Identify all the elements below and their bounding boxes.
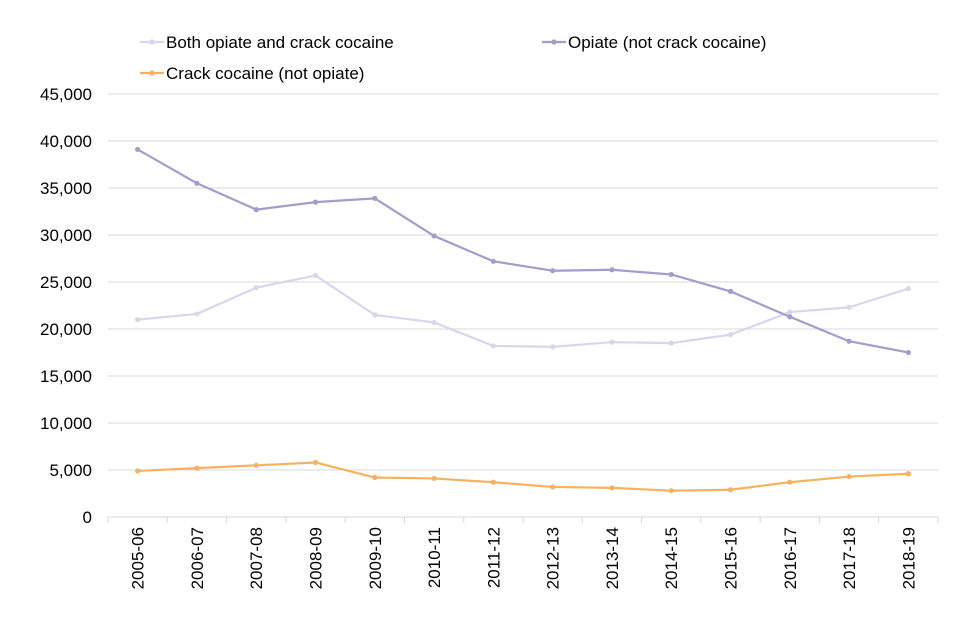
data-point <box>372 312 378 318</box>
series-line <box>137 461 909 492</box>
series-line <box>137 148 909 354</box>
legend-marker <box>149 39 155 45</box>
data-point <box>135 317 141 323</box>
data-point <box>727 288 734 294</box>
y-tick-label: 5,000 <box>49 461 92 480</box>
x-tick-label: 2018-19 <box>899 527 918 589</box>
x-tick-label: 2014-15 <box>662 527 681 589</box>
x-tick-label: 2017-18 <box>840 527 859 589</box>
data-point <box>253 207 259 213</box>
data-point <box>905 471 911 477</box>
legend: Both opiate and crack cocaine Opiate (not… <box>140 33 766 83</box>
x-tick-label: 2006-07 <box>188 527 207 589</box>
y-tick-label: 25,000 <box>40 273 92 292</box>
data-point <box>194 311 200 317</box>
legend-marker <box>551 39 557 45</box>
data-point <box>312 272 319 279</box>
data-point <box>372 195 378 201</box>
data-point <box>253 462 259 468</box>
axes: 0 5,000 10,000 15,000 20,000 25,000 30,000 35,0… <box>40 85 939 589</box>
series-lines <box>135 146 911 494</box>
legend-label: Opiate (not crack cocaine) <box>568 33 766 52</box>
data-point <box>668 271 674 278</box>
data-point <box>609 267 615 273</box>
x-tick-label: 2011-12 <box>484 527 503 588</box>
data-point <box>787 309 793 315</box>
x-tick-label: 2016-17 <box>781 527 800 589</box>
x-tick-label: 2005-06 <box>129 527 148 589</box>
series-line <box>137 274 909 348</box>
data-point <box>846 304 852 310</box>
legend-label: Crack cocaine (not opiate) <box>166 64 364 83</box>
data-point <box>550 268 556 274</box>
data-point <box>905 349 911 356</box>
data-point <box>490 343 496 349</box>
data-point <box>846 338 852 344</box>
data-point <box>727 487 734 493</box>
x-tick-label: 2013-14 <box>603 527 622 589</box>
x-tick-label: 2008-09 <box>307 527 326 589</box>
data-point <box>194 465 200 471</box>
legend-label: Both opiate and crack cocaine <box>166 33 394 52</box>
data-point <box>194 180 200 186</box>
data-point <box>253 285 259 291</box>
y-tick-label: 15,000 <box>40 367 92 386</box>
data-point <box>312 199 319 205</box>
data-point <box>372 474 378 481</box>
y-tick-label: 20,000 <box>40 320 92 339</box>
y-tick-label: 45,000 <box>40 85 92 104</box>
data-point <box>905 285 911 292</box>
x-tick-label: 2010-11 <box>425 527 444 588</box>
y-tick-label: 10,000 <box>40 414 92 433</box>
gridlines <box>108 93 938 518</box>
data-point <box>668 340 674 346</box>
legend-marker <box>149 70 155 76</box>
data-point <box>431 233 437 239</box>
data-point <box>431 319 437 326</box>
data-point <box>490 258 496 264</box>
data-point <box>550 484 556 490</box>
x-tick-label: 2012-13 <box>544 527 563 589</box>
y-tick-label: 0 <box>83 508 92 527</box>
y-tick-label: 40,000 <box>40 132 92 151</box>
data-point <box>431 475 437 482</box>
x-tick-label: 2009-10 <box>366 527 385 589</box>
data-point <box>668 488 674 494</box>
data-point <box>787 479 793 485</box>
y-tick-label: 30,000 <box>40 226 92 245</box>
data-point <box>727 332 734 338</box>
data-point <box>609 339 615 345</box>
data-point <box>135 146 141 153</box>
x-tick-label: 2015-16 <box>722 527 741 589</box>
x-tick-label: 2007-08 <box>247 527 266 589</box>
data-point <box>787 314 793 320</box>
data-point <box>609 485 615 491</box>
data-point <box>846 473 852 480</box>
data-point <box>312 459 319 466</box>
data-point <box>550 344 556 350</box>
data-point <box>490 479 496 485</box>
y-tick-label: 35,000 <box>40 179 92 198</box>
data-point <box>135 468 141 474</box>
